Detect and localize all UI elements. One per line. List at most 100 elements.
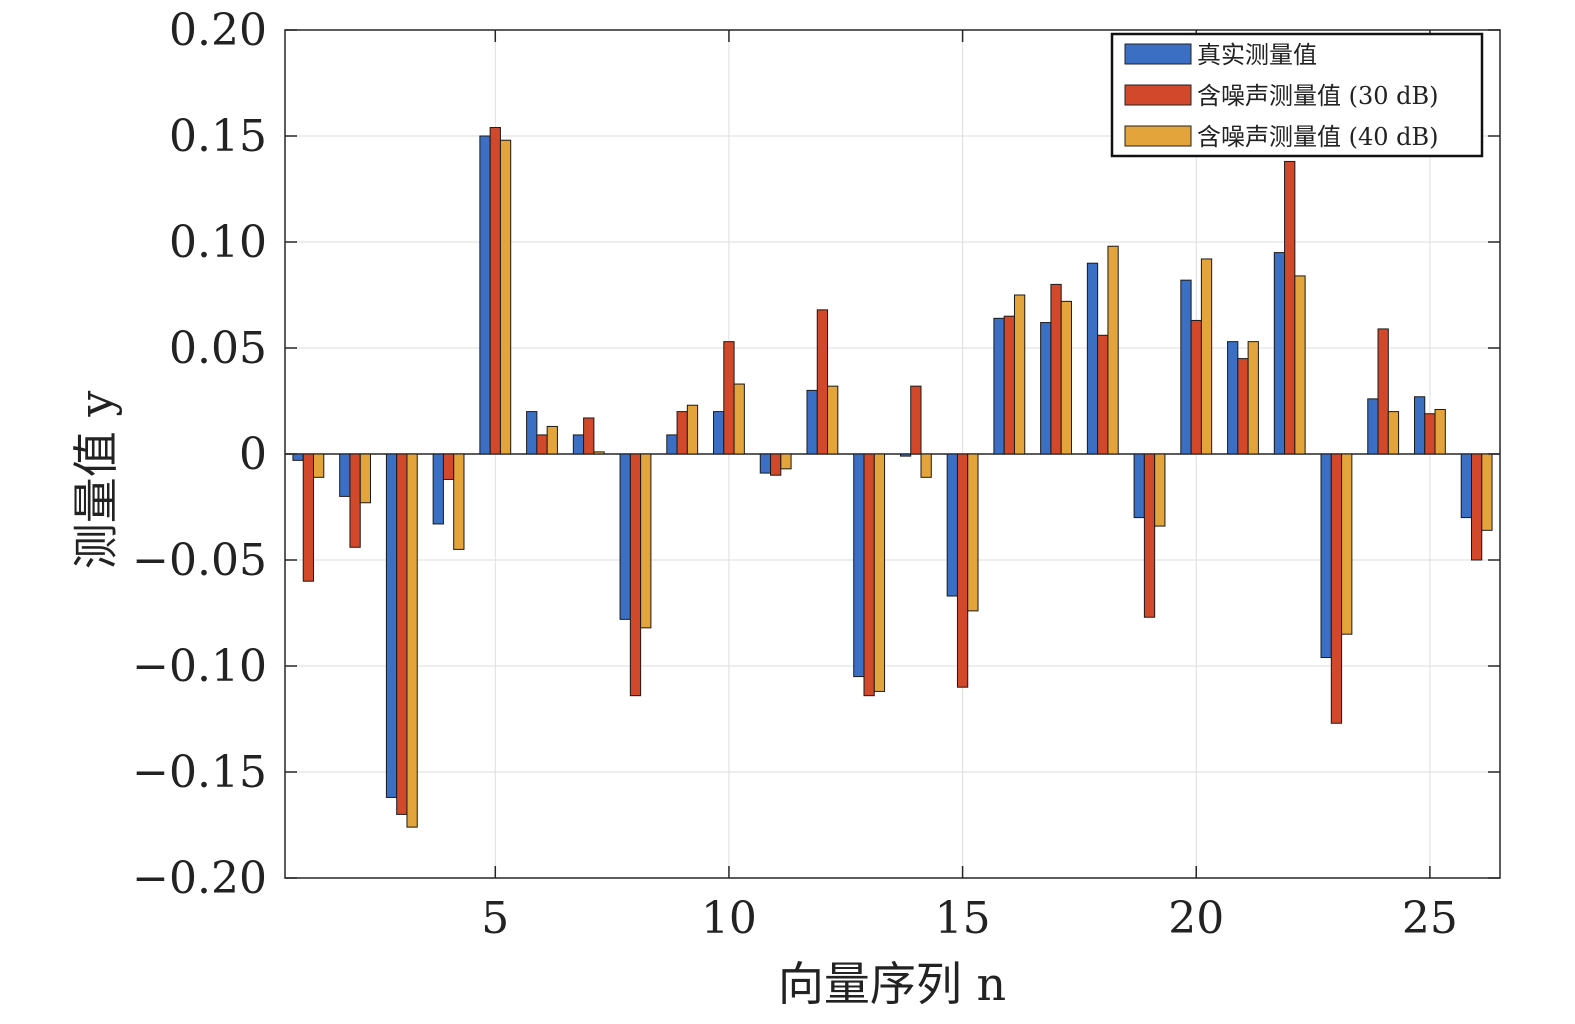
- y-tick-label: −0.05: [132, 535, 267, 586]
- y-tick-label: 0.05: [169, 323, 267, 374]
- bar-series-1: [292, 453, 304, 461]
- bar-series-2: [629, 453, 642, 697]
- bars: [292, 127, 1493, 828]
- y-tick-label: 0.20: [169, 5, 267, 56]
- bar-series-3: [1154, 453, 1166, 527]
- bar-series-3: [453, 453, 465, 550]
- bar-series-3: [640, 453, 652, 629]
- legend-swatch-true: [1124, 43, 1192, 65]
- bar-series-1: [1273, 252, 1286, 455]
- bar-series-1: [666, 434, 678, 455]
- bar-series-2: [1097, 334, 1109, 455]
- legend-label-40db: 含噪声测量值 (40 dB): [1197, 123, 1439, 151]
- bar-series-2: [583, 417, 595, 455]
- bar-series-1: [1367, 398, 1379, 455]
- bar-series-3: [1107, 245, 1119, 455]
- bar-series-2: [1143, 453, 1156, 618]
- bar-series-2: [536, 434, 548, 455]
- bar-series-1: [1086, 262, 1099, 455]
- bar-series-2: [863, 453, 875, 697]
- x-tick-label: 25: [1402, 893, 1458, 944]
- bar-series-2: [1377, 328, 1389, 455]
- bar-series-2: [1284, 160, 1296, 455]
- bar-series-3: [1481, 453, 1493, 531]
- y-tick-label: −0.15: [132, 747, 267, 798]
- bar-series-2: [489, 127, 501, 455]
- bar-series-3: [313, 453, 325, 478]
- bar-series-3: [686, 404, 699, 455]
- bar-series-3: [1434, 408, 1446, 455]
- x-axis-title: 向量序列 n: [778, 957, 1006, 1011]
- bar-series-3: [546, 425, 558, 455]
- legend: 真实测量值 含噪声测量值 (30 dB) 含噪声测量值 (40 dB): [1110, 32, 1484, 158]
- bar-series-1: [853, 453, 865, 678]
- bar-series-3: [406, 453, 418, 828]
- bar-series-1: [1040, 322, 1052, 455]
- bar-series-1: [1460, 453, 1472, 519]
- bar-series-2: [1330, 453, 1343, 724]
- bar-series-3: [873, 453, 886, 692]
- bar-series-1: [806, 389, 818, 455]
- legend-swatch-30db: [1124, 84, 1192, 106]
- bar-series-2: [770, 453, 782, 476]
- legend-swatch-40db: [1124, 125, 1192, 147]
- bar-series-1: [619, 453, 631, 620]
- bar-series-1: [946, 453, 958, 597]
- x-tick-label: 5: [481, 893, 509, 944]
- bar-series-3: [1247, 341, 1259, 455]
- bar-series-3: [1387, 411, 1400, 455]
- y-tick-label: −0.20: [132, 853, 267, 904]
- y-axis-title: 测量值 y: [69, 391, 123, 570]
- axis-ticks: −0.20 −0.15 −0.10 −0.05 0 0.05 0.10 0.15 0.20 5 10…: [132, 5, 1500, 944]
- bar-series-1: [1180, 279, 1192, 455]
- bar-series-2: [676, 411, 688, 455]
- bar-series-3: [359, 453, 372, 504]
- bar-series-2: [723, 341, 735, 455]
- bar-series-3: [1013, 294, 1026, 455]
- bar-series-1: [385, 453, 398, 798]
- bar-series-3: [499, 139, 512, 455]
- bar-series-3: [1200, 258, 1213, 455]
- bar-series-2: [1050, 283, 1062, 455]
- y-tick-label: 0.10: [169, 217, 267, 268]
- bar-series-2: [349, 453, 361, 548]
- bar-series-2: [1190, 319, 1202, 455]
- bar-series-2: [396, 453, 408, 815]
- bar-series-1: [1133, 453, 1145, 519]
- bar-series-1: [479, 135, 491, 455]
- bar-series-3: [920, 453, 932, 478]
- x-tick-label: 20: [1168, 893, 1224, 944]
- bar-series-2: [1237, 358, 1249, 455]
- bar-series-1: [572, 434, 585, 455]
- legend-label-30db: 含噪声测量值 (30 dB): [1197, 82, 1439, 110]
- bar-series-2: [1003, 315, 1015, 455]
- bar-series-1: [1320, 453, 1332, 659]
- bar-series-1: [899, 453, 912, 457]
- bar-series-1: [432, 453, 444, 525]
- legend-label-true: 真实测量值: [1197, 41, 1317, 69]
- bar-series-2: [302, 453, 315, 582]
- bar-series-3: [827, 385, 839, 455]
- bar-series-1: [713, 411, 725, 455]
- y-tick-label: 0.15: [169, 111, 267, 162]
- bar-series-2: [816, 309, 829, 455]
- bar-series-1: [1413, 396, 1426, 455]
- x-tick-label: 15: [935, 893, 991, 944]
- bar-series-3: [733, 383, 745, 455]
- bar-series-2: [1470, 453, 1483, 561]
- bar-series-2: [442, 453, 455, 480]
- bar-series-2: [956, 453, 969, 688]
- bar-series-3: [967, 453, 979, 612]
- bar-series-1: [526, 411, 538, 455]
- bar-series-2: [910, 385, 922, 455]
- bar-series-3: [1294, 275, 1306, 455]
- bar-series-3: [593, 451, 605, 455]
- bar-series-3: [1060, 300, 1072, 455]
- y-tick-label: −0.10: [132, 641, 267, 692]
- bar-series-1: [1227, 341, 1239, 455]
- y-tick-label: 0: [239, 429, 267, 480]
- bar-series-3: [780, 453, 792, 470]
- x-tick-label: 10: [701, 893, 757, 944]
- bar-series-1: [993, 317, 1005, 455]
